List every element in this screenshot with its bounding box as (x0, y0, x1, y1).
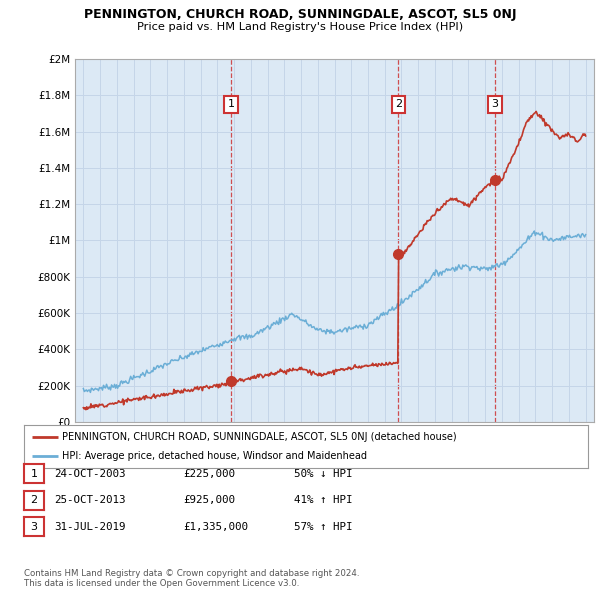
Text: 24-OCT-2003: 24-OCT-2003 (54, 469, 125, 478)
Text: 3: 3 (491, 99, 499, 109)
Text: 25-OCT-2013: 25-OCT-2013 (54, 496, 125, 505)
Text: £1,335,000: £1,335,000 (183, 522, 248, 532)
Text: 1: 1 (227, 99, 235, 109)
Text: 31-JUL-2019: 31-JUL-2019 (54, 522, 125, 532)
Text: Price paid vs. HM Land Registry's House Price Index (HPI): Price paid vs. HM Land Registry's House … (137, 22, 463, 32)
Text: 50% ↓ HPI: 50% ↓ HPI (294, 469, 353, 478)
Text: Contains HM Land Registry data © Crown copyright and database right 2024.
This d: Contains HM Land Registry data © Crown c… (24, 569, 359, 588)
Text: PENNINGTON, CHURCH ROAD, SUNNINGDALE, ASCOT, SL5 0NJ: PENNINGTON, CHURCH ROAD, SUNNINGDALE, AS… (84, 8, 516, 21)
Text: PENNINGTON, CHURCH ROAD, SUNNINGDALE, ASCOT, SL5 0NJ (detached house): PENNINGTON, CHURCH ROAD, SUNNINGDALE, AS… (62, 432, 457, 442)
Text: £925,000: £925,000 (183, 496, 235, 505)
Text: 41% ↑ HPI: 41% ↑ HPI (294, 496, 353, 505)
Text: 2: 2 (31, 496, 37, 505)
Text: £225,000: £225,000 (183, 469, 235, 478)
Text: 57% ↑ HPI: 57% ↑ HPI (294, 522, 353, 532)
Text: 2: 2 (395, 99, 402, 109)
Text: 3: 3 (31, 522, 37, 532)
Text: HPI: Average price, detached house, Windsor and Maidenhead: HPI: Average price, detached house, Wind… (62, 451, 367, 461)
Text: 1: 1 (31, 469, 37, 478)
